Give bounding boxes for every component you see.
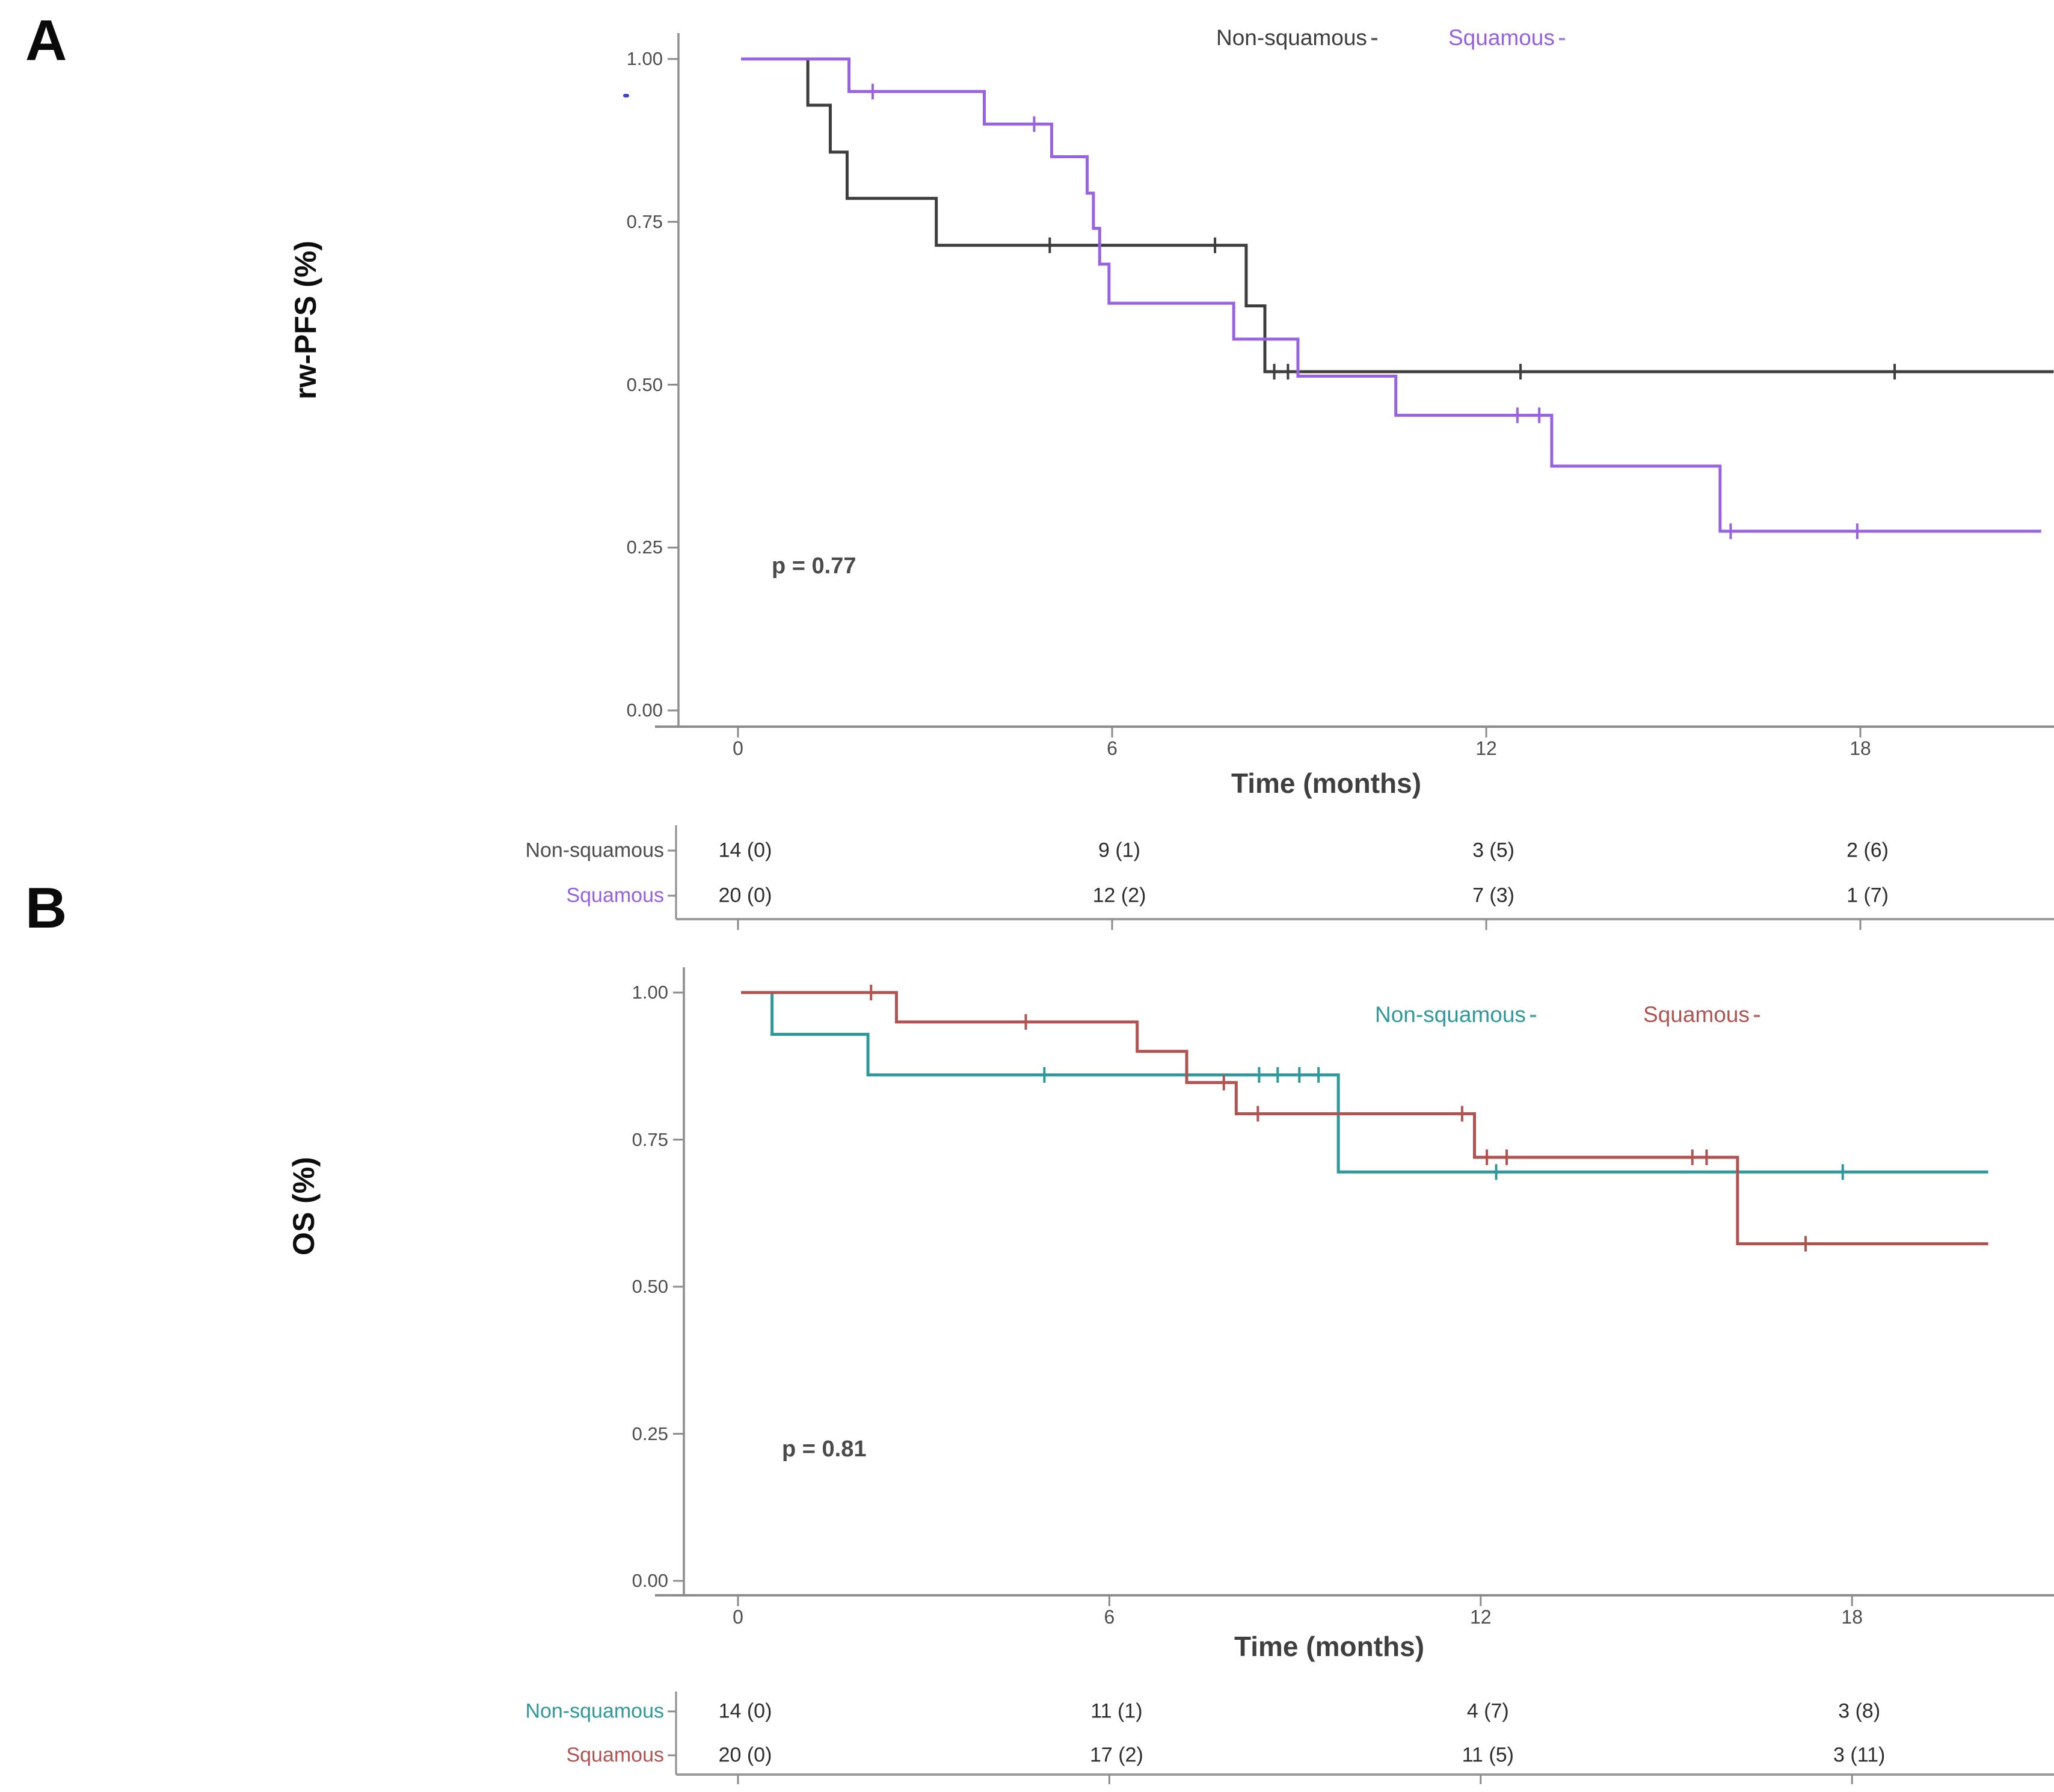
panel-b-y-tick-label: 1.00 — [632, 982, 668, 1003]
panel-a-risk-value: 3 (5) — [1472, 839, 1514, 862]
panel-b-y-tick-label: 0.00 — [632, 1570, 668, 1591]
panel-a-risk-value: 14 (0) — [718, 839, 772, 862]
panel-b-x-tick-label: 12 — [1470, 1606, 1492, 1628]
legend-key-dash-icon — [1753, 1015, 1760, 1018]
panel-b-risk-value: 4 (7) — [1466, 1699, 1509, 1723]
panel-b-curve-squamous — [741, 991, 1988, 1246]
panel-a-y-tick-label: 0.50 — [626, 374, 663, 395]
panel-a-risk-value: 12 (2) — [1092, 884, 1146, 907]
panel-b-x-axis-title: Time (months) — [1234, 1631, 1425, 1662]
panel-a-x-tick-label: 18 — [1850, 737, 1871, 759]
panel-b-x-tick-label: 18 — [1841, 1606, 1863, 1628]
panel-b-y-tick-label: 0.75 — [632, 1128, 668, 1150]
stray-blue-mark — [623, 94, 629, 97]
panel-b-risk-row-label-squamous: Squamous — [566, 1743, 664, 1767]
legend-key-dash-icon — [1371, 38, 1377, 41]
panel-b-label: B — [25, 876, 67, 940]
panel-b-risk-value: 3 (11) — [1833, 1743, 1886, 1767]
legend-key-dash-icon — [1558, 38, 1565, 41]
panel-b-risk-value: 17 (2) — [1089, 1743, 1143, 1767]
panel-a-risk-value: 1 (7) — [1846, 884, 1889, 907]
panel-b-risk-row-label-non-squamous: Non-squamous — [525, 1699, 664, 1723]
panel-a-curve-squamous — [741, 57, 2041, 533]
panel-b-risk-value: 11 (1) — [1090, 1699, 1143, 1723]
panel-b-y-axis-title: OS (%) — [287, 1157, 321, 1255]
panel-a-y-axis-title: rw-PFS (%) — [289, 241, 322, 399]
panel-a-y-tick-label: 0.00 — [626, 700, 663, 721]
panel-a-y-tick-label: 1.00 — [626, 48, 663, 69]
panel-a-p-value: p = 0.77 — [772, 553, 856, 579]
panel-b-x-tick-label: 6 — [1104, 1606, 1115, 1628]
panel-a-risk-value: 7 (3) — [1472, 884, 1514, 907]
panel-a-risk-value: 2 (6) — [1846, 839, 1889, 862]
panel-a-legend-nonsquamous-text: Non-squamous — [1216, 25, 1367, 50]
panel-b-x-tick-label: 0 — [733, 1606, 743, 1628]
panel-a-risk-value: 9 (1) — [1098, 839, 1140, 862]
panel-b-legend-nonsquamous-text: Non-squamous — [1375, 1002, 1526, 1027]
panel-a-curve-non-squamous — [741, 57, 2054, 374]
panel-a-risk-row-label-squamous: Squamous — [566, 884, 664, 907]
panel-a-legend-squamous: Squamous — [1448, 25, 1565, 51]
panel-a-x-axis-title: Time (months) — [1231, 768, 1422, 799]
panel-a-y-tick-label: 0.75 — [626, 211, 663, 232]
panel-b-p-value: p = 0.81 — [782, 1436, 867, 1462]
panel-b-risk-value: 14 (0) — [718, 1699, 772, 1723]
panel-b-risk-value: 3 (8) — [1838, 1699, 1881, 1723]
panel-b-legend-nonsquamous: Non-squamous — [1375, 1002, 1536, 1027]
panel-b-y-tick-label: 0.25 — [632, 1423, 668, 1444]
panel-a-x-tick-label: 12 — [1475, 737, 1497, 759]
legend-key-dash-icon — [1530, 1015, 1536, 1018]
panel-a-x-tick-label: 6 — [1107, 737, 1118, 759]
panel-a-risk-row-label-non-squamous: Non-squamous — [525, 839, 664, 862]
panel-b-legend-squamous-text: Squamous — [1643, 1002, 1750, 1027]
panel-b-risk-value: 11 (5) — [1462, 1743, 1514, 1767]
panel-b-legend-squamous: Squamous — [1643, 1002, 1760, 1027]
panel-b-y-tick-label: 0.50 — [632, 1276, 668, 1297]
panel-a-y-tick-label: 0.25 — [626, 537, 663, 558]
panel-a-risk-value: 20 (0) — [718, 884, 772, 907]
panel-b-curve-non-squamous — [741, 991, 1988, 1174]
panel-a-x-tick-label: 0 — [733, 737, 743, 759]
panel-a-legend-nonsquamous: Non-squamous — [1216, 25, 1377, 51]
panel-a-label: A — [25, 8, 67, 73]
panel-b-risk-value: 20 (0) — [718, 1743, 772, 1767]
panel-a-legend-squamous-text: Squamous — [1448, 25, 1555, 50]
